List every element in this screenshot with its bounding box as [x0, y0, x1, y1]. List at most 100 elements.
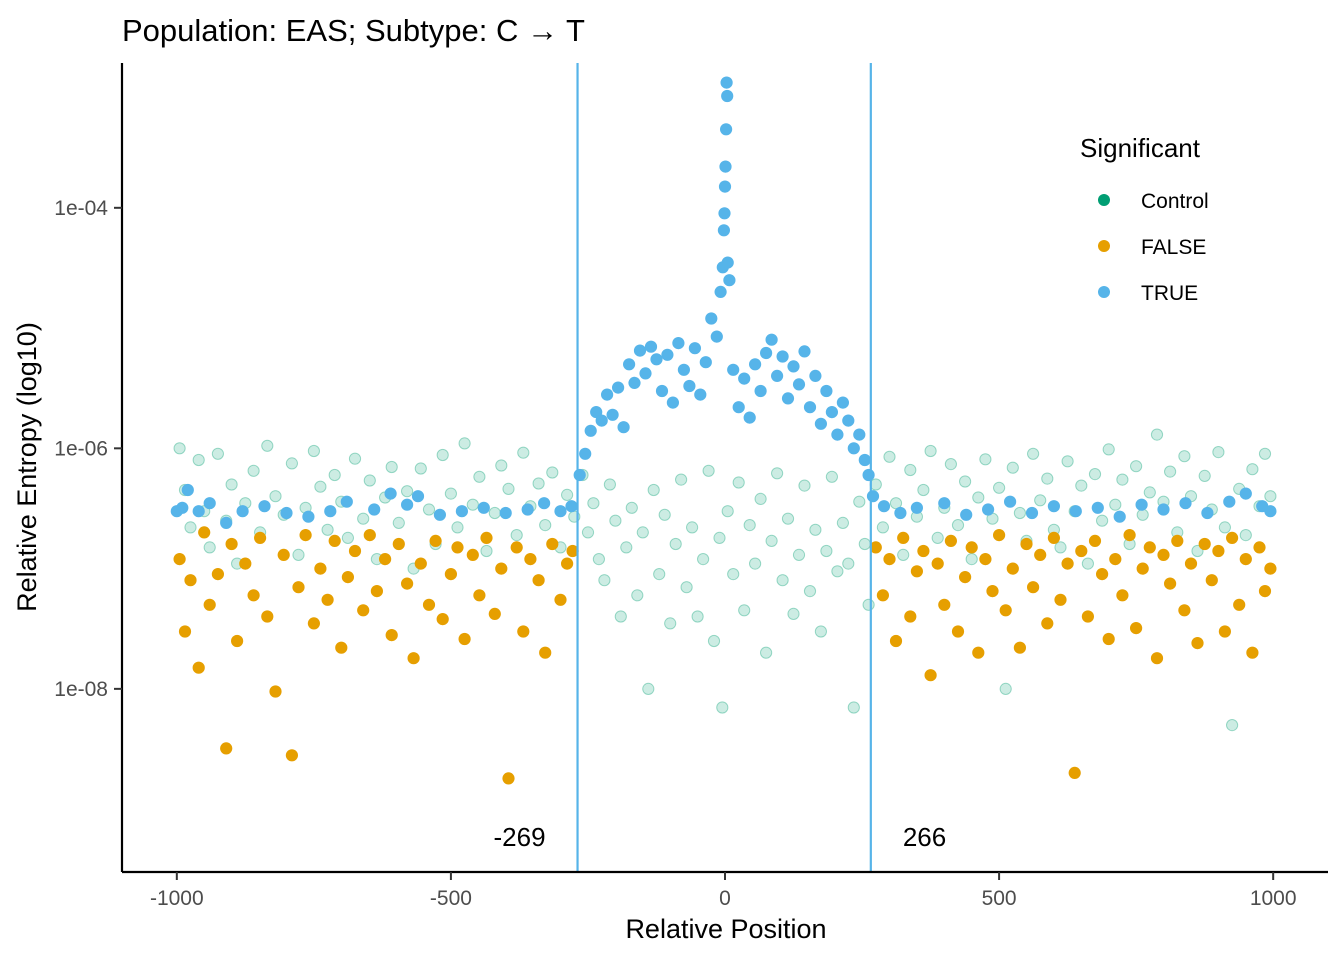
- point-false-21: [321, 593, 334, 606]
- point-true-63: [738, 372, 751, 385]
- point-false-84: [1061, 557, 1074, 570]
- point-false-87: [1081, 610, 1095, 623]
- point-false-2: [184, 574, 197, 587]
- point-false-110: [1239, 553, 1252, 566]
- point-false-76: [1006, 562, 1019, 575]
- point-control-155: [1178, 450, 1191, 463]
- point-control-0: [173, 442, 186, 455]
- point-true-49: [710, 330, 723, 343]
- point-true-96: [1047, 500, 1061, 513]
- point-true-62: [732, 401, 745, 414]
- point-true-85: [858, 453, 871, 467]
- point-control-86: [738, 604, 751, 617]
- point-control-54: [561, 488, 574, 501]
- point-true-6: [236, 505, 249, 518]
- point-false-45: [495, 562, 508, 575]
- point-true-95: [1025, 506, 1039, 520]
- point-true-35: [633, 344, 647, 357]
- point-true-43: [677, 363, 691, 376]
- point-true-15: [411, 490, 425, 503]
- point-true-31: [612, 381, 625, 394]
- point-true-97: [1069, 505, 1082, 518]
- point-true-47: [699, 356, 712, 369]
- point-control-38: [444, 487, 457, 500]
- point-true-7: [258, 500, 271, 513]
- point-true-36: [639, 367, 652, 380]
- point-false-8: [225, 537, 238, 551]
- point-control-148: [1130, 460, 1143, 473]
- point-false-74: [993, 529, 1006, 542]
- point-false-34: [414, 557, 427, 570]
- point-true-30: [606, 408, 619, 421]
- point-true-91: [938, 497, 951, 510]
- point-true-32: [617, 421, 630, 434]
- point-false-16: [285, 749, 298, 762]
- point-control-50: [532, 477, 545, 490]
- point-control-43: [480, 544, 493, 558]
- legend-title: Significant: [1080, 133, 1201, 163]
- point-control-115: [904, 463, 917, 477]
- point-control-108: [858, 537, 871, 551]
- point-false-88: [1088, 534, 1102, 548]
- point-control-35: [422, 503, 436, 516]
- point-true-66: [754, 384, 767, 398]
- point-true-73: [792, 378, 806, 391]
- point-control-30: [385, 460, 398, 474]
- point-false-38: [444, 568, 457, 581]
- reference-lines: -269 266: [493, 63, 946, 872]
- point-control-22: [328, 468, 341, 482]
- point-control-124: [965, 553, 978, 566]
- point-control-123: [959, 475, 972, 488]
- point-true-101: [1157, 503, 1170, 516]
- point-control-58: [587, 497, 600, 510]
- point-control-37: [436, 448, 449, 462]
- point-control-24: [341, 531, 354, 545]
- point-control-146: [1116, 473, 1129, 486]
- point-false-102: [1184, 557, 1198, 570]
- point-control-21: [321, 523, 334, 536]
- point-control-32: [401, 485, 414, 498]
- point-control-106: [847, 701, 860, 714]
- point-true-60: [723, 274, 736, 287]
- point-control-65: [625, 501, 638, 514]
- point-control-76: [686, 521, 699, 534]
- point-true-9: [302, 510, 315, 523]
- point-false-81: [1041, 617, 1054, 630]
- point-false-66: [938, 598, 951, 611]
- point-true-25: [579, 447, 592, 460]
- point-true-71: [781, 392, 795, 405]
- point-control-27: [363, 474, 376, 487]
- point-control-92: [771, 467, 784, 480]
- point-false-109: [1233, 598, 1246, 611]
- point-false-93: [1123, 529, 1136, 542]
- legend-key-false: [1098, 240, 1110, 252]
- point-control-103: [831, 565, 844, 578]
- point-false-52: [546, 537, 559, 551]
- point-control-85: [732, 476, 745, 489]
- point-false-36: [429, 534, 442, 548]
- point-control-144: [1102, 443, 1115, 456]
- point-control-141: [1081, 557, 1095, 570]
- point-control-80: [707, 634, 721, 648]
- point-true-81: [836, 396, 850, 409]
- point-true-2: [181, 483, 194, 497]
- point-true-68: [765, 333, 778, 346]
- y-axis-ticks: 1e-08 1e-06 1e-04: [54, 197, 122, 701]
- point-control-63: [614, 610, 627, 623]
- point-true-33: [623, 358, 636, 371]
- point-control-112: [883, 450, 896, 463]
- point-true-89: [894, 506, 907, 520]
- point-false-22: [328, 534, 341, 548]
- x-axis-title: Relative Position: [625, 914, 826, 944]
- point-false-78: [1020, 537, 1033, 551]
- point-control-74: [675, 473, 688, 486]
- point-true-104: [1223, 495, 1236, 508]
- point-control-19: [307, 444, 320, 458]
- point-false-99: [1164, 577, 1177, 590]
- point-true-44: [683, 379, 696, 393]
- point-control-70: [653, 568, 666, 581]
- point-control-129: [999, 682, 1012, 696]
- point-control-117: [917, 483, 930, 497]
- point-true-93: [982, 503, 995, 516]
